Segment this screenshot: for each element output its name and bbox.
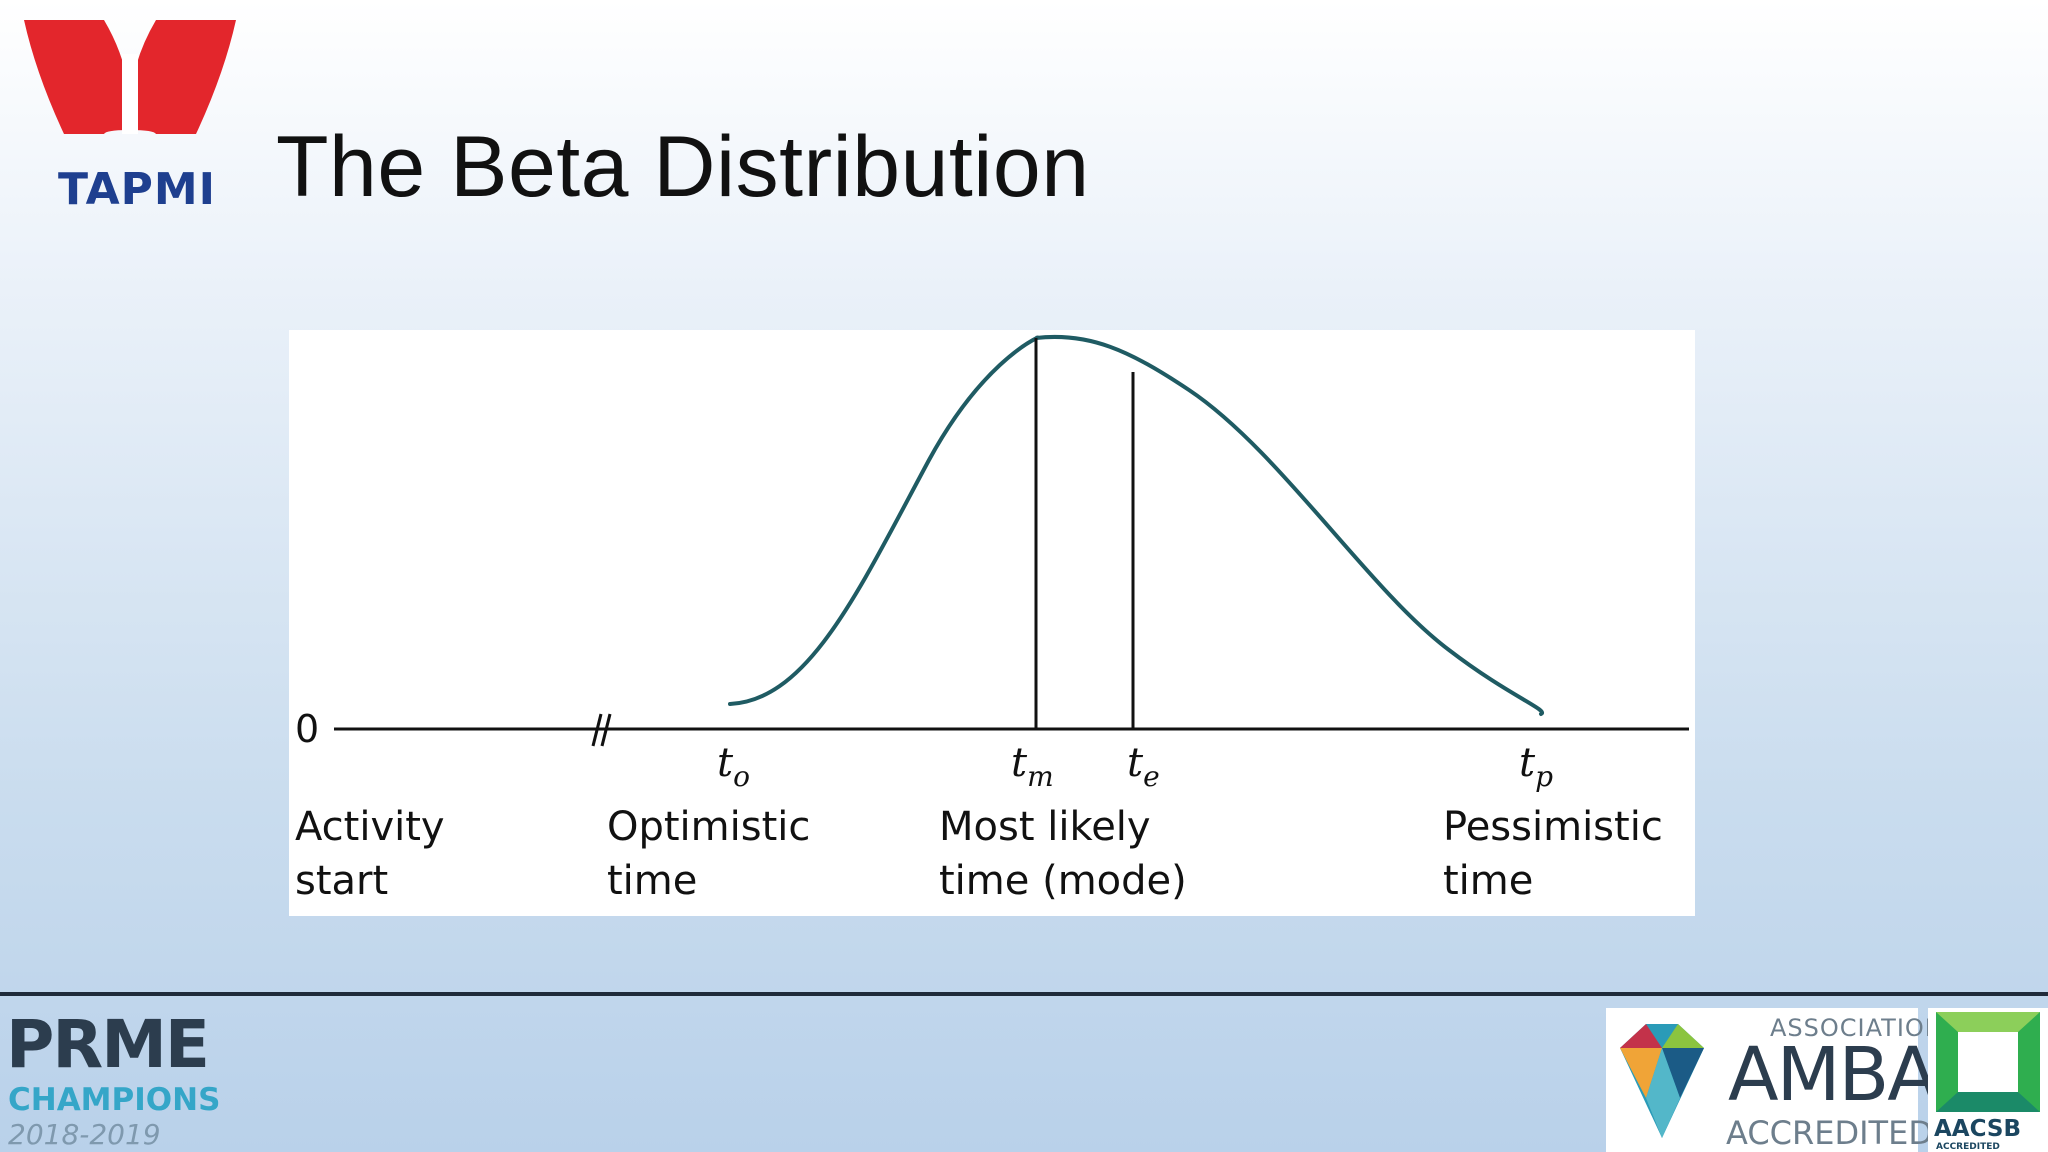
amba-diamond-icon xyxy=(1620,1024,1704,1138)
aacsb-square-icon xyxy=(1936,1012,2040,1112)
tapmi-logo-mark-icon xyxy=(24,20,236,134)
aacsb-accredited-text: ACCREDITED xyxy=(1936,1142,2000,1152)
tick-label-t-o: to xyxy=(717,740,750,793)
slide-title: The Beta Distribution xyxy=(276,119,1090,215)
amba-name: AMBA xyxy=(1728,1032,1938,1118)
aacsb-accredited-logo: AACSB ACCREDITED xyxy=(1928,1008,2048,1152)
axis-break-mark xyxy=(600,713,612,747)
tick-label-t-e: te xyxy=(1127,740,1160,793)
tapmi-logo-text: TAPMI xyxy=(58,164,217,215)
caption-optimistic-time: Optimistic time xyxy=(607,804,811,904)
prme-years: 2018-2019 xyxy=(8,1118,161,1151)
beta-distribution-figure: 0 to tm te tp Activity start Optimistic … xyxy=(289,330,1695,916)
tapmi-logo: TAPMI xyxy=(22,14,244,215)
prme-champions-logo: PRME CHAMPIONS 2018-2019 xyxy=(6,1006,246,1152)
caption-pessimistic-time: Pessimistic time xyxy=(1443,804,1663,904)
beta-curve-diagram: 0 to tm te tp xyxy=(295,334,1689,793)
prme-subtitle: CHAMPIONS xyxy=(8,1082,221,1118)
tick-label-t-m: tm xyxy=(1011,740,1054,793)
zero-label: 0 xyxy=(295,707,319,751)
amba-association-text: ASSOCIATION xyxy=(1770,1014,1944,1042)
beta-curve xyxy=(728,334,1545,716)
aacsb-name: AACSB xyxy=(1934,1116,2022,1142)
tick-label-t-p: tp xyxy=(1519,740,1553,793)
caption-most-likely-time: Most likely time (mode) xyxy=(939,804,1187,904)
prme-title: PRME xyxy=(6,1006,210,1083)
amba-accredited-logo: ASSOCIATION AMBA ACCREDITED xyxy=(1606,1008,1943,1152)
axis-break-mark xyxy=(591,713,603,747)
amba-accredited-text: ACCREDITED xyxy=(1726,1114,1933,1152)
caption-activity-start: Activity start xyxy=(295,804,445,904)
footer-divider xyxy=(0,992,2048,996)
